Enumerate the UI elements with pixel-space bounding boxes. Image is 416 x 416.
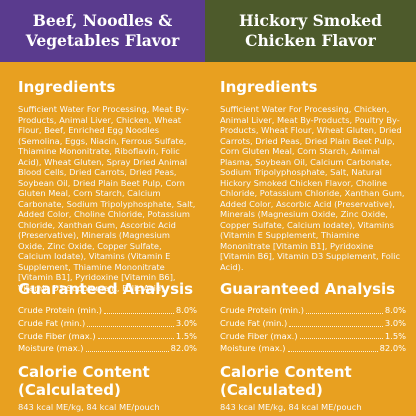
right-column: Ingredients Sufficient Water For Process…: [205, 62, 416, 416]
right-calorie-title-line2: (Calculated): [220, 381, 323, 400]
right-ingredients-title: Ingredients: [220, 78, 318, 96]
analysis-value: 8.0%: [384, 305, 406, 315]
right-analysis-row: Moisture (max.) 82.0%: [220, 342, 406, 355]
left-ingredients-title: Ingredients: [18, 78, 116, 96]
analysis-value: 3.0%: [384, 317, 406, 328]
analysis-value: 82.0%: [170, 343, 197, 354]
right-analysis-list: Crude Protein (min.) 8.0% Crude Fat (min…: [220, 304, 406, 355]
leader-dots: [289, 325, 383, 327]
analysis-label: Moisture (max.): [220, 343, 286, 354]
left-flavor-header: Beef, Noodles & Vegetables Flavor: [0, 0, 205, 62]
right-analysis-row: Crude Fiber (max.) 1.5%: [220, 330, 406, 343]
analysis-label: Moisture (max.): [18, 343, 84, 354]
analysis-label: Crude Fat (min.): [18, 317, 86, 328]
analysis-label: Crude Protein (min.): [18, 305, 102, 315]
right-analysis-title: Guaranteed Analysis: [220, 280, 396, 298]
left-calorie-text: 843 kcal ME/kg, 84 kcal ME/pouch: [18, 402, 160, 413]
left-calorie-title-line1: Calorie Content: [18, 363, 150, 382]
left-analysis-row: Crude Fat (min.) 3.0%: [18, 317, 197, 330]
right-flavor-title-line1: Hickory Smoked: [239, 11, 382, 30]
analysis-value: 82.0%: [379, 343, 406, 354]
left-ingredients-text: Sufficient Water For Processing, Meat By…: [18, 104, 196, 293]
leader-dots: [103, 312, 174, 314]
left-analysis-title: Guaranteed Analysis: [18, 280, 194, 298]
right-ingredients-text: Sufficient Water For Processing, Chicken…: [220, 104, 405, 272]
right-analysis-row: Crude Protein (min.) 8.0%: [220, 304, 406, 317]
leader-dots: [87, 325, 174, 327]
left-calorie-title-line2: (Calculated): [18, 381, 121, 400]
leader-dots: [299, 338, 383, 340]
analysis-value: 3.0%: [175, 317, 197, 328]
analysis-label: Crude Fiber (max.): [220, 330, 298, 341]
left-flavor-title-line2: Vegetables Flavor: [25, 31, 180, 50]
right-flavor-title-line2: Chicken Flavor: [245, 31, 376, 50]
right-analysis-row: Crude Fat (min.) 3.0%: [220, 317, 406, 330]
right-calorie-title-line1: Calorie Content: [220, 363, 352, 382]
left-column: Ingredients Sufficient Water For Process…: [0, 62, 205, 416]
analysis-label: Crude Protein (min.): [220, 305, 304, 315]
left-analysis-row: Moisture (max.) 82.0%: [18, 342, 197, 355]
analysis-value: 1.5%: [175, 330, 197, 341]
analysis-label: Crude Fiber (max.): [18, 330, 96, 341]
right-calorie-title: Calorie Content (Calculated): [220, 363, 406, 399]
leader-dots: [85, 351, 169, 353]
left-analysis-list: Crude Protein (min.) 8.0% Crude Fat (min…: [18, 304, 197, 355]
right-flavor-header: Hickory Smoked Chicken Flavor: [205, 0, 416, 62]
analysis-value: 1.5%: [384, 330, 406, 341]
left-flavor-title-line1: Beef, Noodles &: [32, 11, 173, 30]
left-analysis-row: Crude Fiber (max.) 1.5%: [18, 330, 197, 343]
left-calorie-title: Calorie Content (Calculated): [18, 363, 197, 399]
analysis-value: 8.0%: [175, 305, 197, 315]
leader-dots: [97, 338, 174, 340]
leader-dots: [287, 351, 378, 353]
left-analysis-row: Crude Protein (min.) 8.0%: [18, 304, 197, 317]
analysis-label: Crude Fat (min.): [220, 317, 288, 328]
right-calorie-text: 843 kcal ME/kg, 84 kcal ME/pouch: [220, 402, 362, 413]
leader-dots: [305, 312, 383, 314]
